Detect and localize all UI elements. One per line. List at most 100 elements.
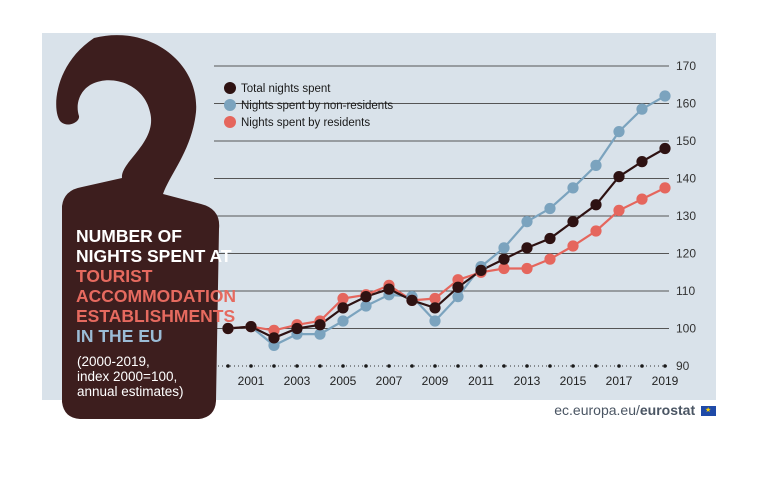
data-point <box>429 302 441 314</box>
x-tick-mark <box>479 364 483 368</box>
data-point <box>567 182 579 194</box>
data-point <box>567 240 579 252</box>
data-point <box>498 242 510 254</box>
x-tick-mark <box>249 364 253 368</box>
data-point <box>406 294 418 306</box>
data-point <box>337 302 349 314</box>
title-line-2: NIGHTS SPENT AT <box>76 246 232 266</box>
data-point <box>245 321 257 333</box>
x-tick-mark <box>663 364 667 368</box>
series-points <box>222 90 671 351</box>
data-point <box>590 199 602 211</box>
y-tick-label: 90 <box>676 359 690 373</box>
source-brand: eurostat <box>639 402 696 418</box>
data-point <box>613 126 625 138</box>
data-point <box>429 292 441 305</box>
data-point <box>360 300 372 312</box>
y-tick-label: 120 <box>676 247 696 261</box>
data-point <box>521 216 533 228</box>
y-tick-label: 140 <box>676 172 696 186</box>
y-tick-label: 160 <box>676 97 696 111</box>
x-tick-label: 2015 <box>560 374 587 388</box>
title-line-1: NUMBER OF <box>76 226 182 246</box>
y-tick-label: 170 <box>676 59 696 73</box>
door-hanger-shape <box>56 35 220 420</box>
x-tick-mark <box>571 364 575 368</box>
grid-lines <box>214 65 669 367</box>
data-point <box>659 142 671 155</box>
data-point <box>383 283 395 295</box>
data-point <box>314 328 326 340</box>
data-point <box>337 292 349 305</box>
legend-label: Nights spent by residents <box>241 117 370 129</box>
legend-marker <box>224 99 236 111</box>
x-tick-label: 2011 <box>468 374 494 388</box>
data-point <box>429 315 441 327</box>
data-point <box>521 262 533 275</box>
note-line-3: annual estimates) <box>77 384 184 399</box>
source-footer: ec.europa.eu/eurostat <box>0 402 716 418</box>
x-tick-mark <box>456 364 460 368</box>
data-point <box>567 216 579 228</box>
x-tick-mark <box>364 364 368 368</box>
data-point <box>498 262 510 275</box>
x-tick-mark <box>640 364 644 368</box>
data-point <box>544 253 556 265</box>
source-prefix: ec.europa.eu/ <box>554 402 640 418</box>
y-tick-label: 130 <box>676 209 696 223</box>
x-tick-mark <box>594 364 598 368</box>
data-point <box>268 332 280 344</box>
x-tick-label: 2007 <box>376 374 403 388</box>
data-point <box>659 90 671 102</box>
x-tick-mark <box>502 364 506 368</box>
data-point <box>291 322 303 335</box>
data-point <box>590 159 602 171</box>
x-tick-mark <box>295 364 299 368</box>
data-point <box>636 103 648 115</box>
data-point <box>337 315 349 327</box>
x-tick-label: 2019 <box>652 374 679 388</box>
data-point <box>452 291 464 303</box>
data-point <box>636 193 648 205</box>
title-line-3: TOURIST <box>76 266 153 286</box>
door-hanger: NUMBER OF NIGHTS SPENT AT TOURIST ACCOMM… <box>56 35 236 420</box>
x-tick-mark <box>525 364 529 368</box>
data-point <box>636 156 648 168</box>
data-point <box>544 232 556 245</box>
x-tick-mark <box>617 364 621 368</box>
x-tick-label: 2009 <box>422 374 449 388</box>
title-line-5: ESTABLISHMENTS <box>76 306 235 326</box>
x-tick-label: 2003 <box>284 374 311 388</box>
data-point <box>452 281 464 293</box>
data-point <box>544 202 556 215</box>
x-tick-mark <box>341 364 345 368</box>
data-point <box>659 182 671 194</box>
x-tick-mark <box>433 364 437 368</box>
data-point <box>314 319 326 331</box>
data-point <box>222 322 234 335</box>
legend-marker <box>224 116 236 128</box>
x-axis-tick-labels: 2001 2003 2005 2007 2009 2011 2013 2015 2017 2019 <box>238 374 679 388</box>
y-tick-label: 110 <box>676 284 695 298</box>
x-tick-label: 2001 <box>238 374 265 388</box>
x-tick-mark <box>226 364 230 368</box>
eu-flag-icon <box>701 406 716 417</box>
note-line-2: index 2000=100, <box>77 369 177 384</box>
x-tick-mark <box>410 364 414 368</box>
x-tick-label: 2013 <box>514 374 541 388</box>
legend-label: Nights spent by non-residents <box>241 100 393 112</box>
note-line-1: (2000-2019, <box>77 354 150 369</box>
legend: Total nights spent Nights spent by non-re… <box>224 82 393 129</box>
data-point <box>498 253 510 265</box>
x-tick-label: 2017 <box>606 374 633 388</box>
x-tick-mark <box>272 364 276 368</box>
x-tick-mark <box>318 364 322 368</box>
data-point <box>590 225 602 237</box>
y-tick-label: 100 <box>676 322 696 336</box>
x-tick-mark <box>387 364 391 368</box>
legend-label: Total nights spent <box>241 83 331 95</box>
data-point <box>360 291 372 303</box>
data-point <box>613 204 625 216</box>
data-point <box>475 264 487 276</box>
